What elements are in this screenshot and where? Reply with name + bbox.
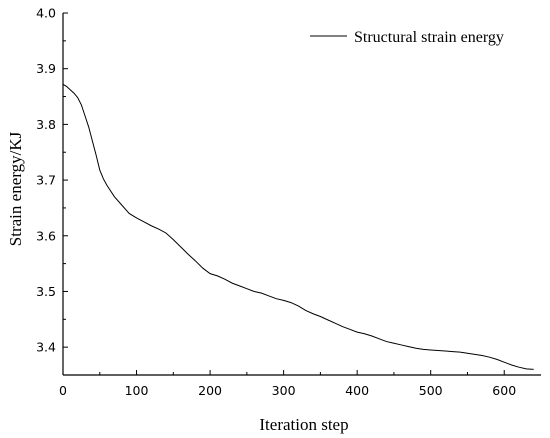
x-tick-label: 100 (125, 383, 149, 398)
series-layer (62, 83, 534, 370)
y-tick-label: 3.5 (36, 284, 56, 299)
y-tick-label: 3.4 (36, 340, 56, 355)
x-tick-label: 300 (272, 383, 296, 398)
y-tick-label: 3.6 (36, 228, 56, 243)
x-axis: 0 100 200 300 400 500 600 (59, 370, 516, 398)
series-line (62, 83, 534, 370)
x-axis-title: Iteration step (259, 415, 348, 434)
legend-label: Structural strain energy (354, 29, 504, 46)
y-axis: 3.4 3.5 3.6 3.7 3.8 3.9 4.0 (36, 6, 68, 376)
y-tick-label: 4.0 (36, 6, 56, 21)
x-tick-label: 400 (345, 383, 369, 398)
plot-frame (62, 13, 541, 376)
y-tick-label: 3.9 (36, 61, 56, 76)
y-axis-title: Strain energy/KJ (6, 131, 25, 246)
x-tick-label: 600 (492, 383, 516, 398)
x-tick-label: 500 (419, 383, 443, 398)
y-tick-label: 3.8 (36, 117, 56, 132)
legend: Structural strain energy (310, 29, 504, 46)
x-tick-label: 0 (59, 383, 67, 398)
x-tick-label: 200 (198, 383, 222, 398)
y-tick-label: 3.7 (36, 173, 56, 188)
